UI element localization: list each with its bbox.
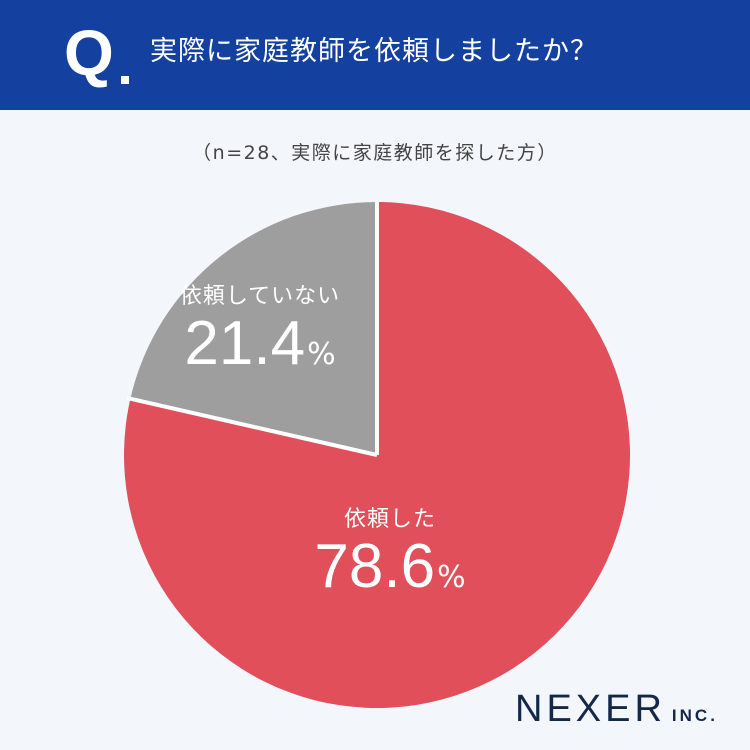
slice-value: 21.4%	[184, 309, 336, 378]
q-mark: Q	[64, 17, 114, 89]
slice-name: 依頼していない	[179, 284, 341, 309]
label-not-requested: 依頼していない 21.4%	[150, 282, 370, 376]
slice-value: 78.6%	[314, 532, 466, 601]
slice-divider	[126, 396, 378, 457]
slice-not-requested	[130, 202, 377, 455]
slice-name: 依頼した	[343, 507, 436, 532]
question-title: 実際に家庭教師を依頼しましたか？	[150, 36, 598, 67]
sample-note: （n=28、実際に家庭教師を探した方）	[192, 142, 558, 164]
question-header: Q 実際に家庭教師を依頼しましたか？	[0, 0, 750, 110]
label-requested: 依頼した 78.6%	[290, 505, 490, 599]
nexer-logo: NEXER INC.	[515, 688, 718, 730]
q-dot-icon	[121, 76, 129, 84]
